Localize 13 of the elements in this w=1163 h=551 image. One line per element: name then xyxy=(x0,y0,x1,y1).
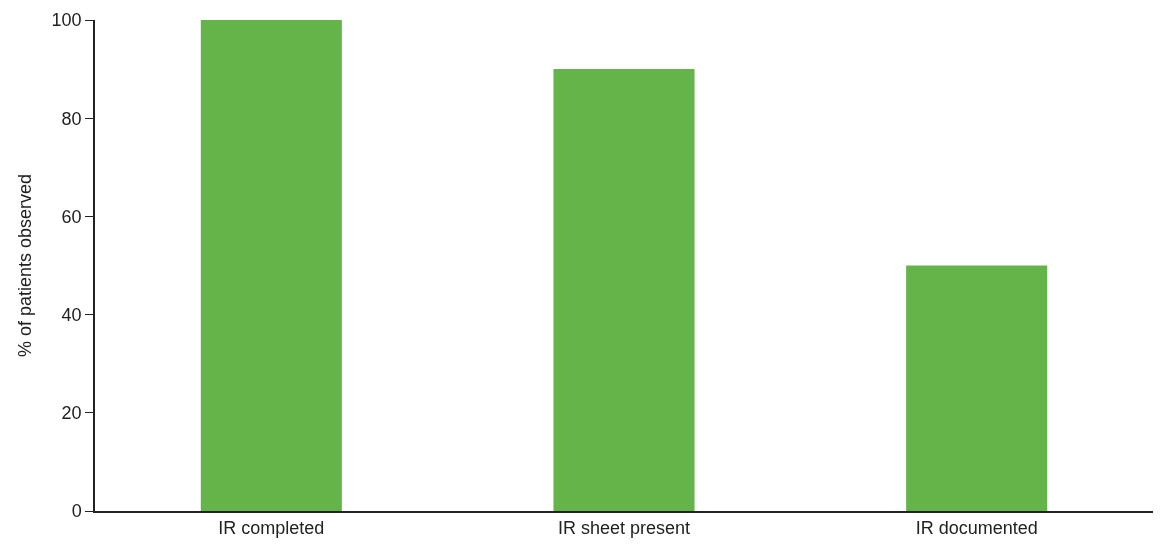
bar xyxy=(200,20,342,511)
y-tick-label: 100 xyxy=(51,10,82,31)
x-tick-label: IR documented xyxy=(915,518,1038,539)
y-tick-label: 80 xyxy=(61,108,82,129)
x-tick-label: IR completed xyxy=(218,518,325,539)
y-tick-label: 0 xyxy=(71,501,82,522)
y-tick-label: 20 xyxy=(61,403,82,424)
y-tick-label: 60 xyxy=(61,206,82,227)
bar xyxy=(906,265,1048,511)
y-tick-label: 40 xyxy=(61,304,82,325)
y-axis-title: % of patients observed xyxy=(15,173,36,358)
bar xyxy=(553,69,695,511)
x-tick-label: IR sheet present xyxy=(557,518,691,539)
